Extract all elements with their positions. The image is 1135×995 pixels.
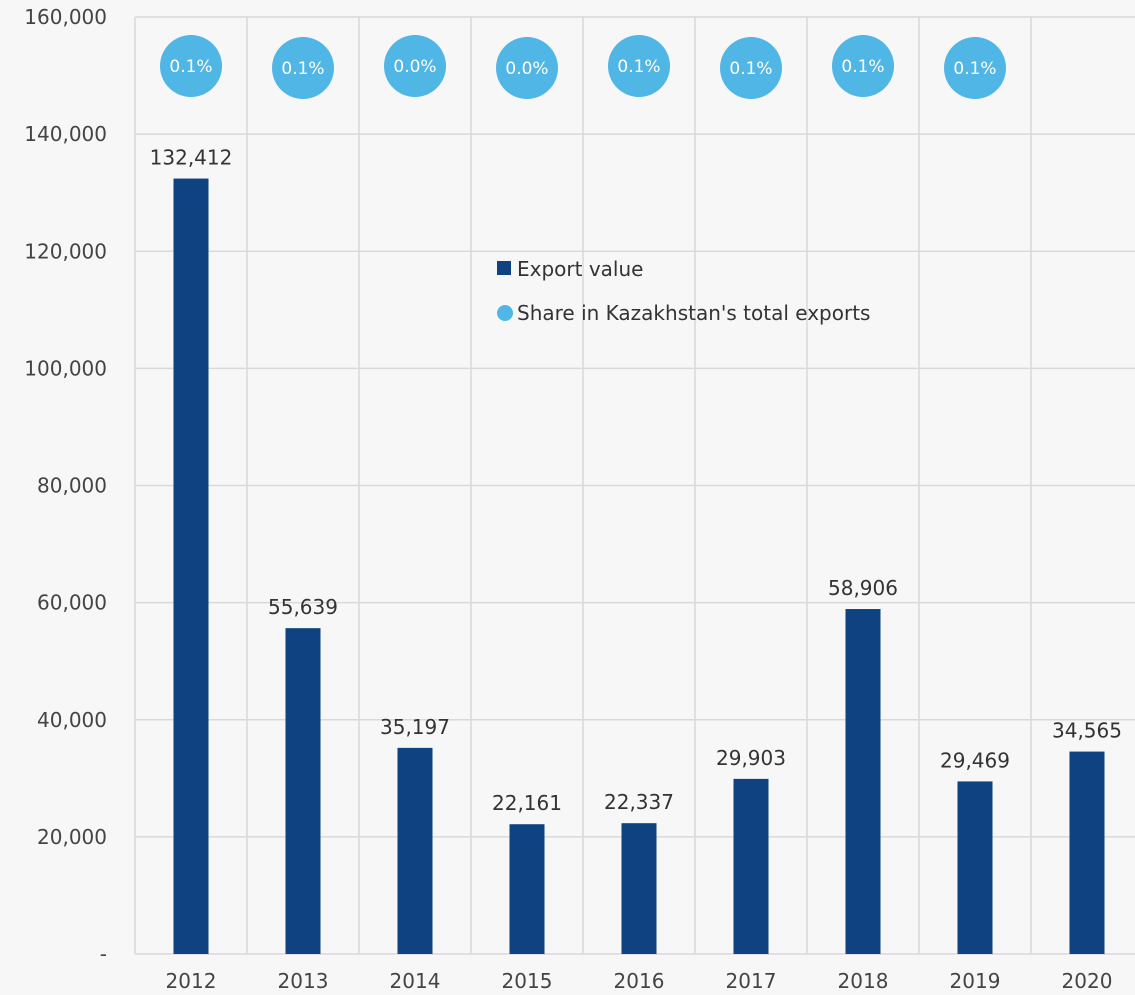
legend-dot-share: [497, 305, 513, 321]
x-tick-label: 2019: [950, 969, 1001, 993]
bar-2019: [957, 781, 993, 954]
legend-label-export-value: Export value: [517, 257, 643, 281]
x-tick-label: 2016: [614, 969, 665, 993]
bar-2013: [285, 628, 321, 954]
share-bubble-2014: [384, 35, 446, 97]
share-bubble-label: 0.0%: [393, 57, 436, 77]
x-axis-ticks: 2012 2013 2014 2015 2016 2017 2018 2019 2020: [166, 969, 1113, 993]
y-tick-label: 80,000: [37, 474, 107, 498]
share-bubble-label: 0.1%: [169, 57, 212, 77]
gridlines: [134, 16, 1135, 955]
bar-value-label: 34,565: [1052, 719, 1122, 743]
y-tick-label: 120,000: [24, 239, 107, 263]
legend-label-share: Share in Kazakhstan's total exports: [517, 301, 870, 325]
y-tick-label: 100,000: [24, 356, 107, 380]
share-bubble-2019: [944, 37, 1006, 99]
share-bubbles: 0.1% 0.1% 0.0% 0.0% 0.1% 0.1% 0.1% 0.1%: [160, 35, 1006, 99]
share-bubble-2015: [496, 37, 558, 99]
x-tick-label: 2014: [390, 969, 441, 993]
bars: 132,412 55,639 35,197 22,161 22,337 29,903 58,…: [150, 146, 1122, 954]
bar-2014: [397, 747, 433, 954]
x-tick-label: 2013: [278, 969, 329, 993]
share-bubble-2016: [608, 35, 670, 97]
x-tick-label: 2017: [726, 969, 777, 993]
share-bubble-2013: [272, 37, 334, 99]
bar-value-label: 22,337: [604, 790, 674, 814]
bar-2012: [173, 178, 209, 954]
bar-value-label: 22,161: [492, 791, 562, 815]
bar-2020: [1069, 751, 1105, 954]
y-tick-label: -: [100, 942, 107, 966]
share-bubble-label: 0.0%: [505, 59, 548, 79]
y-tick-label: 20,000: [37, 825, 107, 849]
y-tick-label: 40,000: [37, 708, 107, 732]
y-tick-label: 60,000: [37, 591, 107, 615]
bar-value-label: 29,903: [716, 746, 786, 770]
x-tick-label: 2012: [166, 969, 217, 993]
x-tick-label: 2018: [838, 969, 889, 993]
y-tick-label: 140,000: [24, 122, 107, 146]
bar-value-label: 132,412: [150, 146, 233, 170]
legend-square-export-value: [497, 261, 511, 275]
bar-2016: [621, 823, 657, 954]
bar-2015: [509, 824, 545, 954]
share-bubble-2012: [160, 35, 222, 97]
share-bubble-2017: [720, 37, 782, 99]
y-tick-label: 160,000: [24, 5, 107, 29]
share-bubble-label: 0.1%: [281, 59, 324, 79]
legend: Export value Share in Kazakhstan's total…: [497, 257, 870, 325]
y-axis-ticks: - 20,000 40,000 60,000 80,000 100,000 120,000 1…: [24, 5, 107, 966]
share-bubble-2018: [832, 35, 894, 97]
share-bubble-label: 0.1%: [617, 57, 660, 77]
bar-value-label: 55,639: [268, 595, 338, 619]
bar-2017: [733, 778, 769, 954]
x-tick-label: 2020: [1062, 969, 1113, 993]
bar-value-label: 35,197: [380, 715, 450, 739]
bar-value-label: 58,906: [828, 576, 898, 600]
share-bubble-label: 0.1%: [729, 59, 772, 79]
share-bubble-label: 0.1%: [953, 59, 996, 79]
bar-2018: [845, 609, 881, 954]
bar-value-label: 29,469: [940, 748, 1010, 772]
x-tick-label: 2015: [502, 969, 553, 993]
share-bubble-label: 0.1%: [841, 57, 884, 77]
